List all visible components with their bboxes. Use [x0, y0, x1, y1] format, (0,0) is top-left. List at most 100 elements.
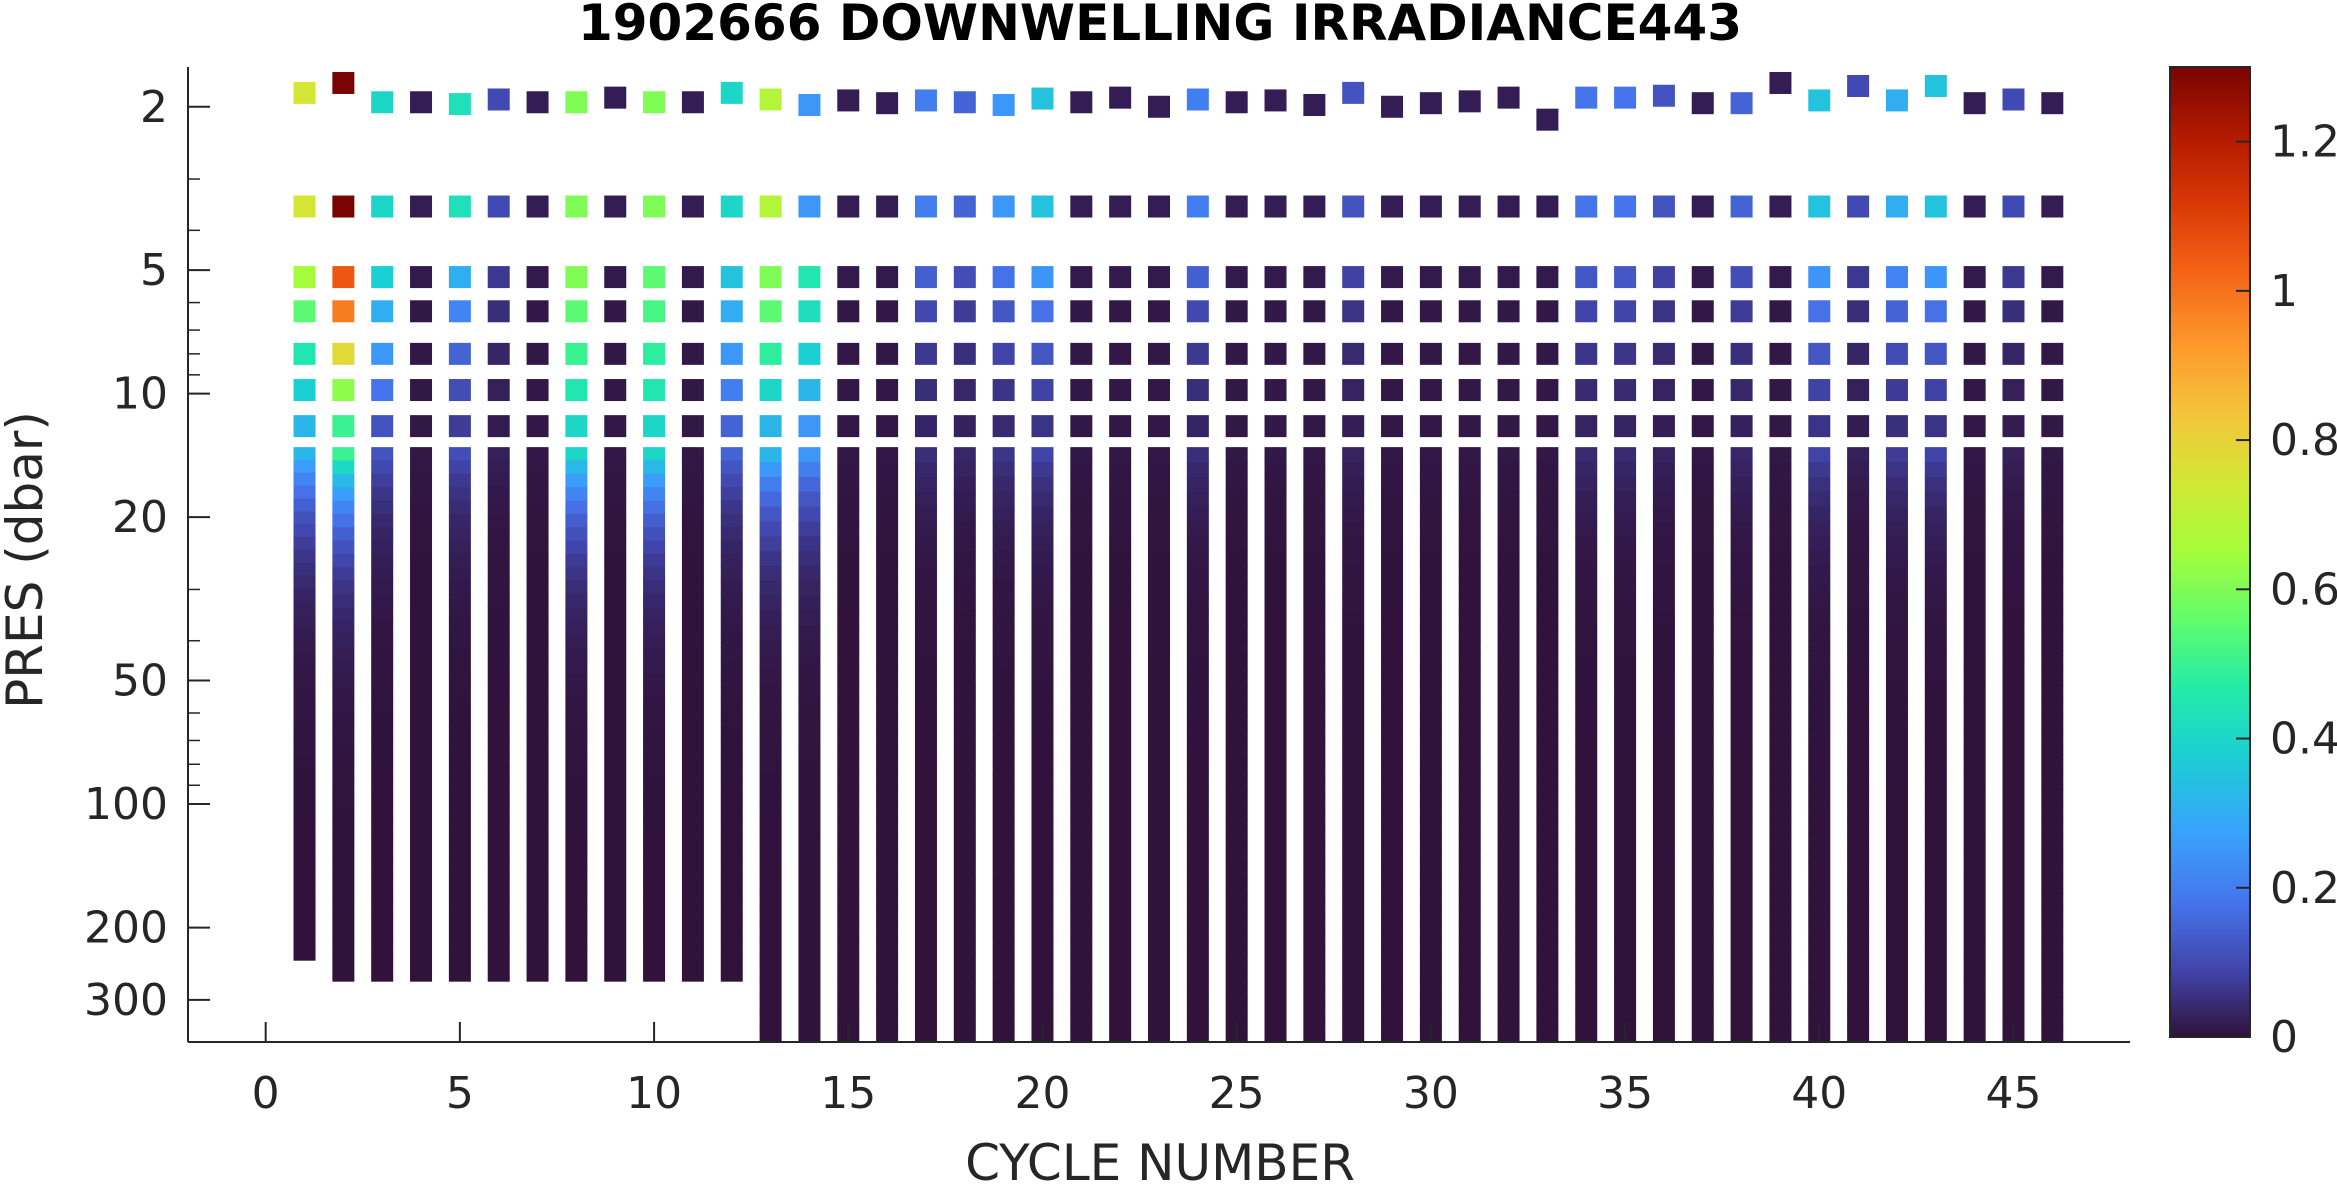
profile-segment	[1186, 536, 1209, 552]
profile-segment	[1963, 670, 1986, 686]
profile-segment	[1225, 1012, 1248, 1028]
profile-segment	[992, 818, 1015, 835]
profile-segment	[1963, 863, 1986, 880]
profile-segment	[448, 941, 471, 955]
profile-segment	[1109, 566, 1132, 582]
profile-segment	[643, 847, 666, 862]
profile-segment	[332, 860, 355, 875]
profile-point	[1536, 415, 1559, 438]
colorbar: 00.20.40.60.811.2	[2169, 66, 2337, 1063]
profile-segment	[1497, 521, 1520, 537]
profile-segment	[1808, 640, 1831, 656]
profile-segment	[720, 967, 743, 982]
surface-point	[1109, 86, 1132, 109]
profile-segment	[1730, 744, 1753, 761]
profile-segment	[293, 703, 316, 718]
profile-point	[1847, 300, 1870, 323]
profile-segment	[1885, 521, 1908, 537]
profile-point	[1885, 195, 1908, 218]
profile-segment	[798, 759, 821, 775]
profile-segment	[410, 660, 433, 675]
profile-segment	[1730, 655, 1753, 671]
profile-segment	[1381, 789, 1404, 805]
profile-segment	[992, 908, 1015, 924]
profile-point	[332, 300, 355, 323]
profile-segment	[720, 794, 743, 809]
profile-segment	[720, 460, 743, 475]
profile-segment	[526, 487, 549, 502]
profile-segment	[1458, 893, 1481, 909]
profile-segment	[565, 834, 588, 849]
profile-segment	[876, 1012, 899, 1028]
profile-segment	[1963, 640, 1986, 656]
surface-point	[332, 71, 355, 94]
profile-segment	[293, 844, 316, 859]
profile-segment	[487, 900, 510, 915]
profile-segment	[1148, 640, 1170, 656]
profile-segment	[643, 967, 666, 982]
profile-segment	[1536, 462, 1559, 478]
profile-segment	[914, 595, 937, 612]
profile-point	[2041, 195, 2064, 218]
profile-segment	[759, 566, 782, 582]
profile-segment	[604, 754, 627, 769]
profile-segment	[604, 727, 627, 742]
profile-segment	[798, 848, 821, 865]
profile-segment	[798, 1012, 821, 1028]
profile-segment	[1225, 625, 1248, 642]
profile-segment	[371, 714, 394, 729]
profile-segment	[720, 954, 743, 969]
profile-segment	[759, 595, 782, 612]
profile-segment	[1963, 774, 1986, 790]
profile-segment	[1691, 744, 1714, 761]
profile-segment	[1497, 804, 1520, 820]
profile-segment	[1691, 566, 1714, 582]
profile-segment	[565, 914, 588, 929]
profile-segment	[1614, 610, 1637, 627]
profile-segment	[1225, 655, 1248, 671]
profile-segment	[914, 580, 937, 597]
profile-segment	[1652, 818, 1675, 835]
profile-segment	[2002, 923, 2025, 939]
profile-segment	[1963, 476, 1986, 493]
profile-point	[565, 300, 588, 323]
profile-segment	[1730, 551, 1753, 567]
profile-segment	[1885, 863, 1908, 880]
profile-segment	[1614, 848, 1637, 865]
profile-segment	[448, 874, 471, 889]
profile-segment	[2041, 640, 2064, 656]
profile-segment	[293, 742, 316, 756]
profile-segment	[2041, 714, 2064, 731]
profile-segment	[1225, 744, 1248, 761]
profile-segment	[1031, 462, 1054, 478]
profile-segment	[1109, 804, 1132, 820]
profile-segment	[992, 878, 1015, 894]
profile-segment	[643, 460, 666, 475]
profile-point	[1652, 195, 1675, 218]
profile-segment	[1924, 595, 1947, 612]
profile-segment	[1109, 818, 1132, 835]
profile-segment	[720, 593, 743, 608]
profile-segment	[1614, 833, 1637, 850]
profile-segment	[1381, 863, 1404, 880]
profile-segment	[914, 685, 937, 701]
profile-segment	[1186, 1027, 1209, 1043]
profile-segment	[1148, 566, 1170, 582]
profile-segment	[759, 580, 782, 597]
profile-segment	[604, 874, 627, 889]
profile-segment	[371, 887, 394, 902]
profile-segment	[1264, 744, 1287, 761]
profile-segment	[371, 580, 394, 595]
profile-segment	[1070, 714, 1093, 731]
profile-segment	[759, 610, 782, 627]
profile-segment	[487, 807, 510, 822]
profile-segment	[1070, 580, 1093, 597]
profile-segment	[1264, 833, 1287, 850]
profile-segment	[1769, 714, 1792, 731]
profile-segment	[332, 794, 355, 809]
profile-segment	[565, 714, 588, 729]
profile-segment	[604, 500, 627, 515]
profile-segment	[798, 967, 821, 984]
profile-segment	[837, 878, 860, 894]
profile-point	[293, 415, 316, 438]
